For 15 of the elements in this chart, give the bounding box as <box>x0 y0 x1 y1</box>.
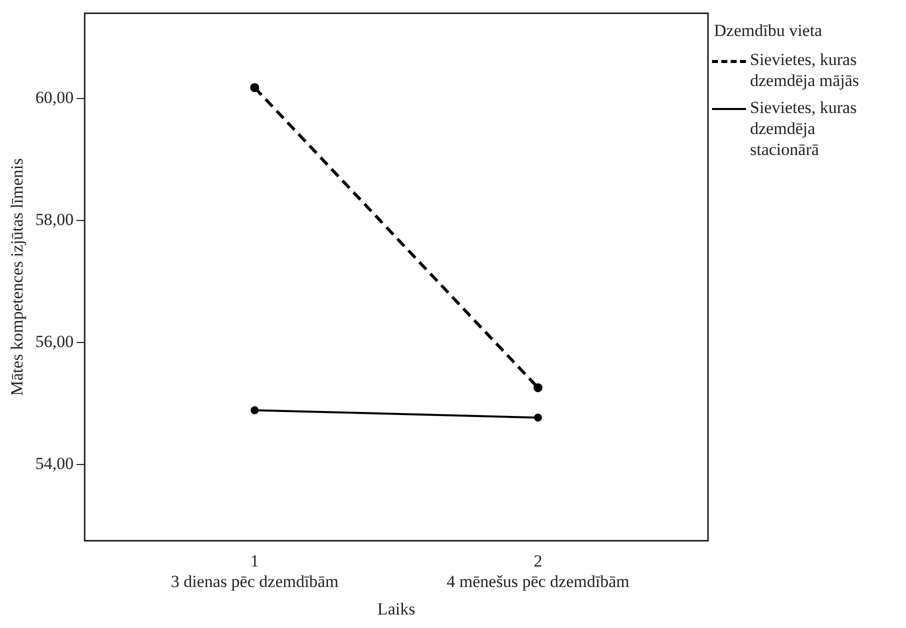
y-tick-label: 54,00 <box>35 454 74 474</box>
x-tick-label: 1 3 dienas pēc dzemdībām <box>170 551 338 591</box>
y-axis-title: Mātes kompetences izjūtas līmenis <box>8 158 27 396</box>
point <box>533 383 542 392</box>
y-tick-label: 58,00 <box>35 210 74 230</box>
x-tick-label: 2 4 mēnešus pēc dzemdībām <box>446 551 630 591</box>
point <box>534 414 542 422</box>
y-tick-label: 60,00 <box>35 88 74 108</box>
y-tick-label: 56,00 <box>35 332 74 352</box>
x-axis-title: Laiks <box>377 599 416 618</box>
legend-label: Sievietes, kuras dzemdēja stacionārā <box>750 97 858 160</box>
point <box>250 83 260 92</box>
legend-label: Sievietes, kuras dzemdēja mājās <box>750 49 860 91</box>
point <box>250 406 259 414</box>
legend-title: Dzemdību vieta <box>714 20 824 41</box>
